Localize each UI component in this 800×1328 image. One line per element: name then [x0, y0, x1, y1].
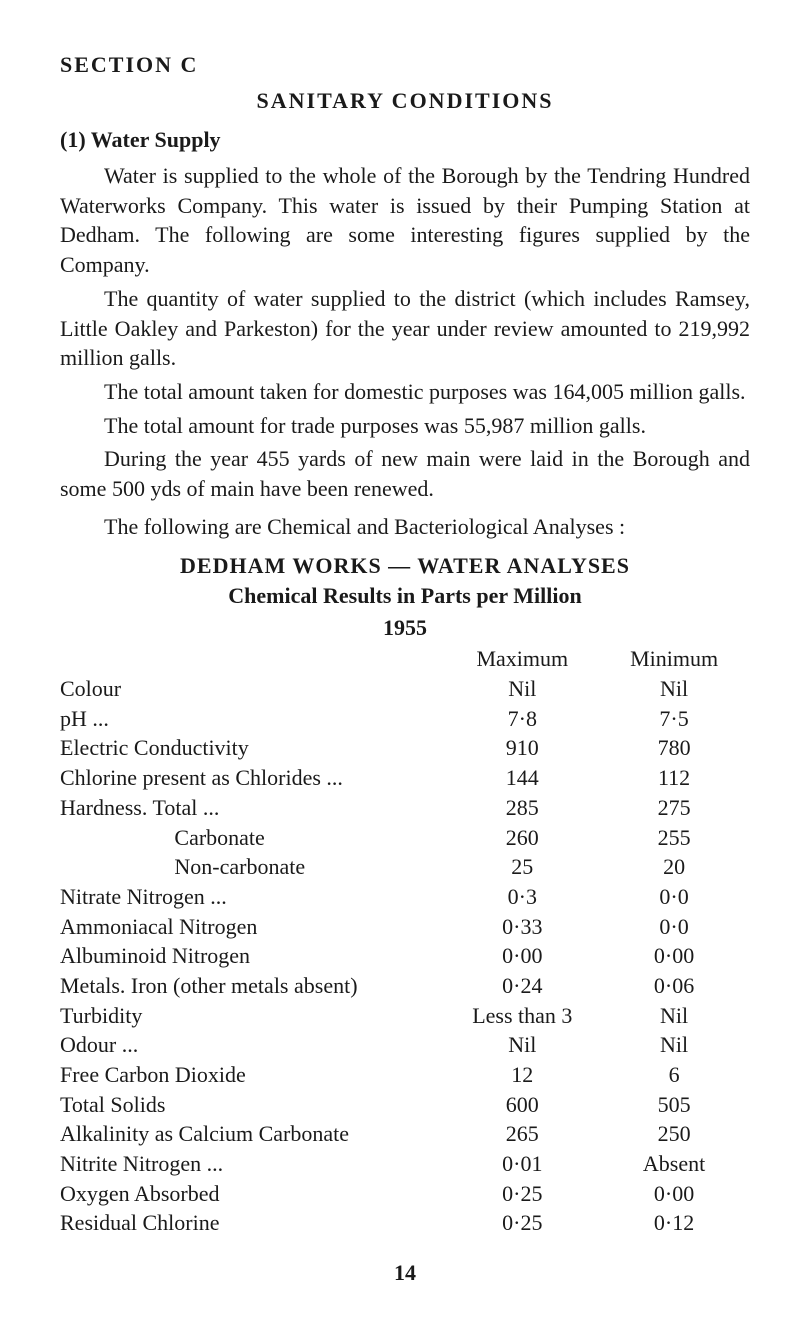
paragraph: During the year 455 yards of new main we…	[60, 444, 750, 503]
table-row: Oxygen Absorbed0·250·00	[60, 1179, 750, 1209]
row-min: 0·00	[598, 941, 750, 971]
row-max: 0·25	[446, 1179, 598, 1209]
row-label: Ammoniacal Nitrogen	[60, 912, 446, 942]
row-max: 0·3	[446, 882, 598, 912]
row-max: 265	[446, 1119, 598, 1149]
table-row: Carbonate260255	[60, 823, 750, 853]
row-max: Nil	[446, 674, 598, 704]
row-max: Less than 3	[446, 1001, 598, 1031]
paragraph: The quantity of water supplied to the di…	[60, 284, 750, 373]
page: SECTION C SANITARY CONDITIONS (1) Water …	[0, 0, 800, 1328]
section-label: SECTION C	[60, 50, 750, 80]
row-max: 0·24	[446, 971, 598, 1001]
table-row: Ammoniacal Nitrogen0·330·0	[60, 912, 750, 942]
row-min: Nil	[598, 674, 750, 704]
row-min: Nil	[598, 1030, 750, 1060]
row-max: 0·25	[446, 1208, 598, 1238]
row-min: 0·0	[598, 882, 750, 912]
row-max: 600	[446, 1090, 598, 1120]
table-row: Nitrate Nitrogen ...0·30·0	[60, 882, 750, 912]
row-min: 275	[598, 793, 750, 823]
row-min: 20	[598, 852, 750, 882]
row-min: 0·0	[598, 912, 750, 942]
row-label: Free Carbon Dioxide	[60, 1060, 446, 1090]
table-row: Odour ...NilNil	[60, 1030, 750, 1060]
row-max: 0·01	[446, 1149, 598, 1179]
row-label: Hardness. Total ...	[60, 793, 446, 823]
row-max: 0·00	[446, 941, 598, 971]
row-label: Total Solids	[60, 1090, 446, 1120]
row-max: 910	[446, 733, 598, 763]
table-row: Chlorine present as Chlorides ...144112	[60, 763, 750, 793]
row-max: 12	[446, 1060, 598, 1090]
row-min: 0·06	[598, 971, 750, 1001]
year-label: 1955	[60, 613, 750, 643]
row-max: 7·8	[446, 704, 598, 734]
works-heading: DEDHAM WORKS — WATER ANALYSES	[60, 551, 750, 581]
row-min: 250	[598, 1119, 750, 1149]
page-title: SANITARY CONDITIONS	[60, 86, 750, 116]
row-label: Oxygen Absorbed	[60, 1179, 446, 1209]
row-label: Residual Chlorine	[60, 1208, 446, 1238]
table-header-row: Maximum Minimum	[60, 644, 750, 674]
row-min: 505	[598, 1090, 750, 1120]
row-label: Alkalinity as Calcium Carbonate	[60, 1119, 446, 1149]
table-row: Electric Conductivity910780	[60, 733, 750, 763]
chem-subheading: Chemical Results in Parts per Million	[60, 581, 750, 611]
table-row: Alkalinity as Calcium Carbonate265250	[60, 1119, 750, 1149]
subsection-heading: (1) Water Supply	[60, 125, 750, 155]
paragraph: The following are Chemical and Bacteriol…	[60, 512, 750, 542]
row-label: pH ...	[60, 704, 446, 734]
row-min: 7·5	[598, 704, 750, 734]
row-min: 255	[598, 823, 750, 853]
paragraph: The total amount for trade purposes was …	[60, 411, 750, 441]
row-min: 0·00	[598, 1179, 750, 1209]
row-label: Chlorine present as Chlorides ...	[60, 763, 446, 793]
paragraph: Water is supplied to the whole of the Bo…	[60, 161, 750, 280]
table-row: Hardness. Total ...285275	[60, 793, 750, 823]
row-label: Albuminoid Nitrogen	[60, 941, 446, 971]
table-row: Albuminoid Nitrogen0·000·00	[60, 941, 750, 971]
row-label: Odour ...	[60, 1030, 446, 1060]
row-min: 6	[598, 1060, 750, 1090]
table-row: Total Solids600505	[60, 1090, 750, 1120]
row-max: 285	[446, 793, 598, 823]
row-max: 144	[446, 763, 598, 793]
column-header-max: Maximum	[446, 644, 598, 674]
row-max: 25	[446, 852, 598, 882]
row-label: Nitrite Nitrogen ...	[60, 1149, 446, 1179]
row-min: Absent	[598, 1149, 750, 1179]
table-row: Metals. Iron (other metals absent)0·240·…	[60, 971, 750, 1001]
table-row: Nitrite Nitrogen ...0·01Absent	[60, 1149, 750, 1179]
row-label: Electric Conductivity	[60, 733, 446, 763]
paragraph: The total amount taken for domestic purp…	[60, 377, 750, 407]
row-max: 0·33	[446, 912, 598, 942]
table-row: TurbidityLess than 3Nil	[60, 1001, 750, 1031]
table-row: Free Carbon Dioxide126	[60, 1060, 750, 1090]
column-header-min: Minimum	[598, 644, 750, 674]
row-max: 260	[446, 823, 598, 853]
row-label: Colour	[60, 674, 446, 704]
row-label: Carbonate	[60, 823, 446, 853]
row-label: Turbidity	[60, 1001, 446, 1031]
page-number: 14	[60, 1258, 750, 1288]
table-row: Non-carbonate2520	[60, 852, 750, 882]
row-min: 780	[598, 733, 750, 763]
row-min: 112	[598, 763, 750, 793]
table-row: Residual Chlorine0·250·12	[60, 1208, 750, 1238]
row-max: Nil	[446, 1030, 598, 1060]
row-label: Nitrate Nitrogen ...	[60, 882, 446, 912]
table-row: ColourNilNil	[60, 674, 750, 704]
analysis-table: Maximum Minimum ColourNilNilpH ...7·87·5…	[60, 644, 750, 1238]
row-min: 0·12	[598, 1208, 750, 1238]
row-label: Metals. Iron (other metals absent)	[60, 971, 446, 1001]
row-label: Non-carbonate	[60, 852, 446, 882]
table-row: pH ...7·87·5	[60, 704, 750, 734]
row-min: Nil	[598, 1001, 750, 1031]
